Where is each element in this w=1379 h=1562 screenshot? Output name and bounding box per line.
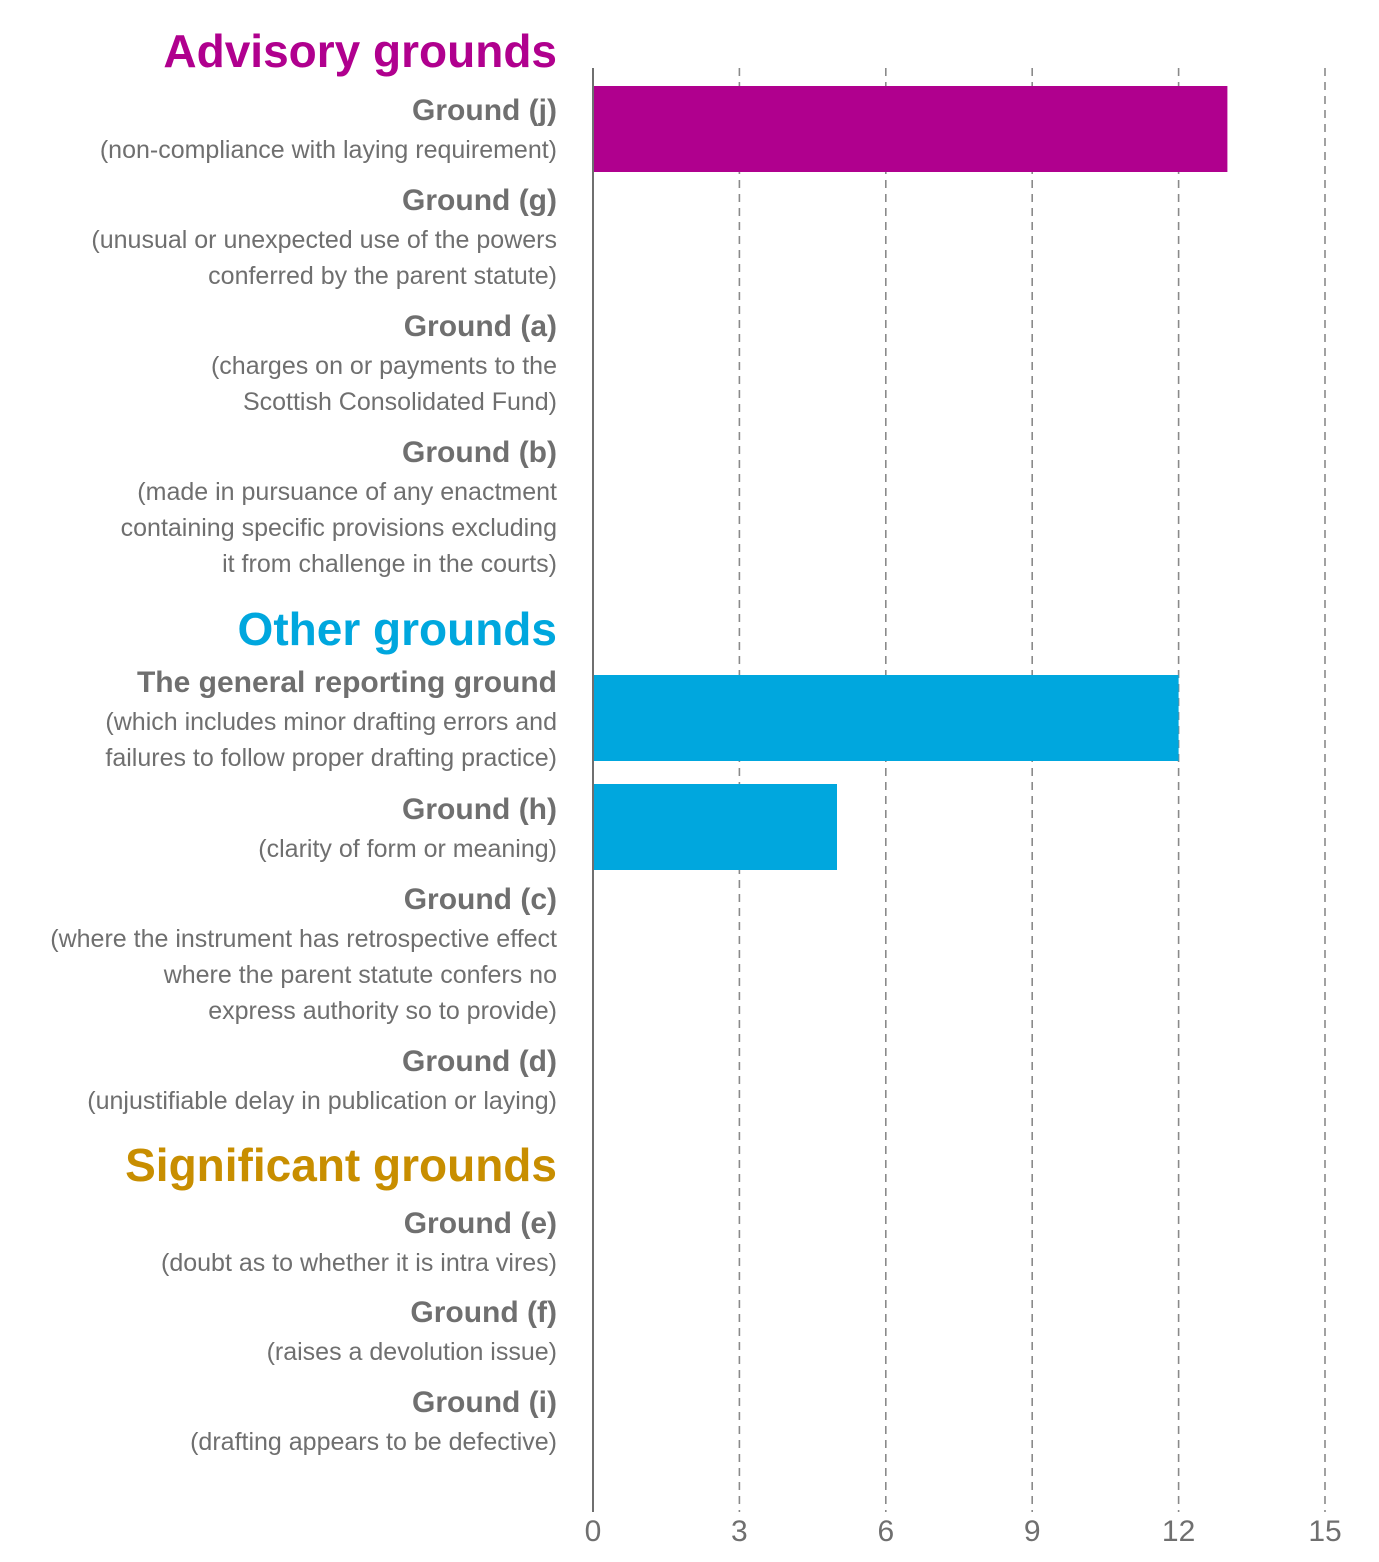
category-description: where the parent statute confers no — [163, 961, 557, 989]
x-tick-label: 0 — [585, 1515, 602, 1548]
category-name: Ground (g) — [402, 184, 557, 217]
category-description: it from challenge in the courts) — [222, 550, 557, 578]
category-name: Ground (e) — [404, 1207, 557, 1240]
x-tick-label: 15 — [1308, 1515, 1341, 1548]
category-description: (clarity of form or meaning) — [258, 835, 557, 863]
x-tick-label: 9 — [1024, 1515, 1041, 1548]
category-description: (doubt as to whether it is intra vires) — [161, 1249, 557, 1277]
group-title: Other grounds — [238, 603, 557, 655]
label-layer: Advisory grounds Ground (j) (non-complianc… — [50, 25, 557, 1456]
category-description: (which includes minor drafting errors an… — [105, 708, 557, 736]
category-description: (unusual or unexpected use of the powers — [91, 226, 557, 254]
category-description: (charges on or payments to the — [211, 352, 557, 380]
tick-layer: 0 3 6 9 12 15 — [585, 1515, 1342, 1548]
category-name: Ground (b) — [402, 436, 557, 469]
bar — [593, 675, 1179, 761]
bar — [593, 86, 1228, 172]
x-tick-label: 6 — [877, 1515, 894, 1548]
category-name: The general reporting ground — [137, 666, 557, 699]
category-name: Ground (a) — [404, 310, 557, 343]
group-title: Advisory grounds — [163, 25, 557, 77]
category-description: containing specific provisions excluding — [121, 514, 557, 542]
category-description: failures to follow proper drafting pract… — [105, 744, 557, 772]
bar — [593, 784, 837, 870]
category-description: (unjustifiable delay in publication or l… — [87, 1087, 557, 1115]
category-description: Scottish Consolidated Fund) — [243, 388, 557, 416]
category-name: Ground (j) — [412, 94, 557, 127]
category-name: Ground (h) — [402, 793, 557, 826]
category-description: (non-compliance with laying requirement) — [100, 136, 557, 164]
x-tick-label: 12 — [1162, 1515, 1195, 1548]
category-description: conferred by the parent statute) — [208, 262, 557, 290]
category-description: express authority so to provide) — [208, 997, 557, 1025]
group-title: Significant grounds — [125, 1139, 557, 1191]
category-description: (made in pursuance of any enactment — [137, 478, 557, 506]
category-name: Ground (c) — [404, 883, 557, 916]
category-description: (raises a devolution issue) — [267, 1338, 557, 1366]
category-name: Ground (d) — [402, 1045, 557, 1078]
category-description: (drafting appears to be defective) — [190, 1428, 557, 1456]
category-name: Ground (i) — [412, 1386, 557, 1419]
x-tick-label: 3 — [731, 1515, 748, 1548]
category-name: Ground (f) — [410, 1296, 557, 1329]
bar-layer — [593, 86, 1228, 870]
category-description: (where the instrument has retrospective … — [50, 925, 557, 953]
